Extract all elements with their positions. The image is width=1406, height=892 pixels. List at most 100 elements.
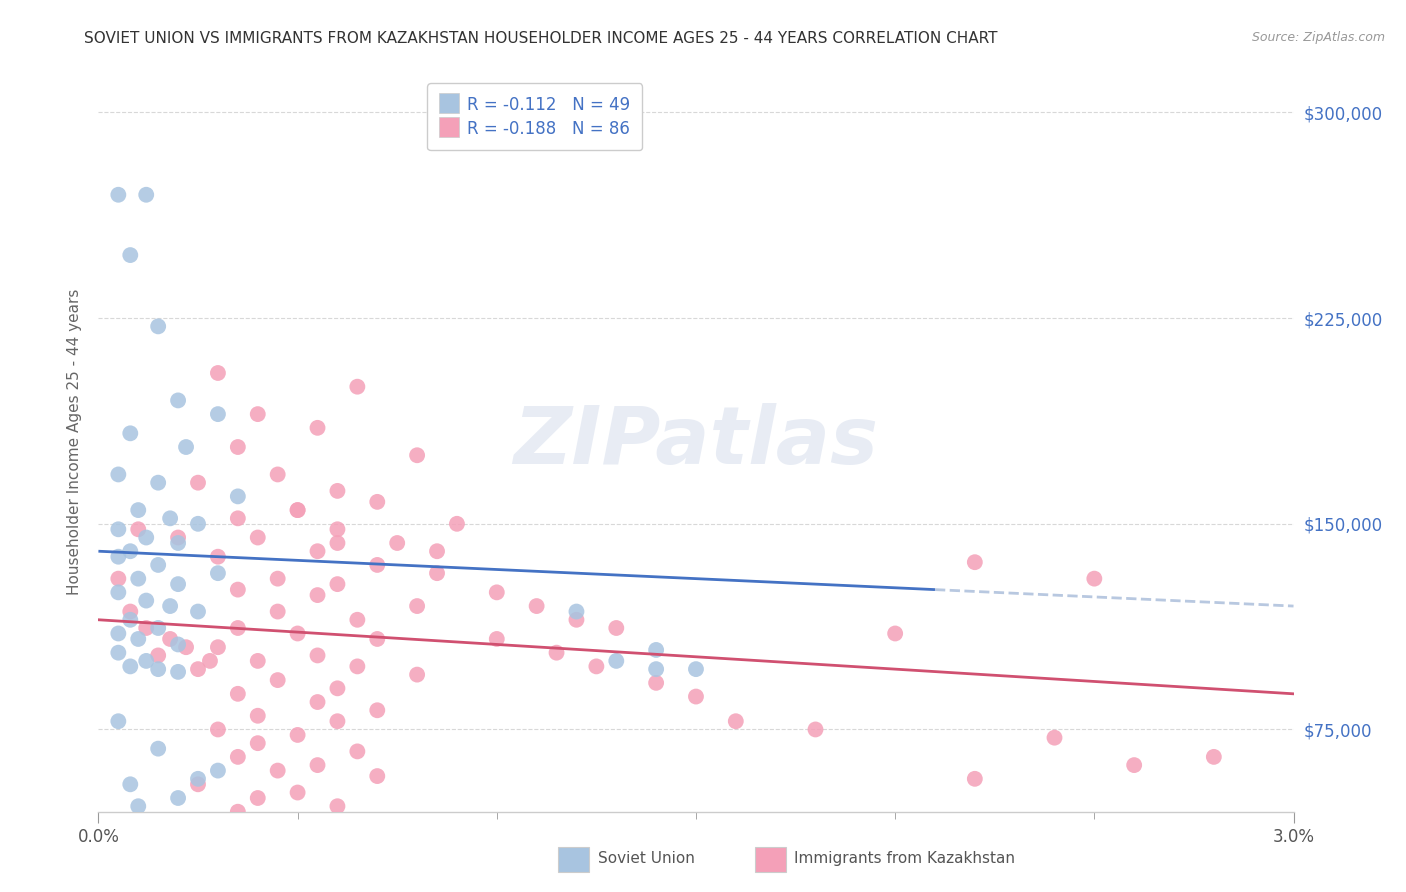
Point [107, 467, 129, 482]
Point [366, 495, 388, 509]
Point [127, 632, 149, 646]
Point [187, 475, 209, 490]
Point [267, 673, 290, 687]
Point [135, 187, 157, 202]
Point [167, 665, 190, 679]
Point [246, 708, 269, 723]
Point [267, 467, 290, 482]
Point [246, 736, 269, 750]
Point [485, 632, 508, 646]
Point [135, 621, 157, 635]
Point [645, 662, 668, 676]
Point [366, 558, 388, 572]
Point [685, 690, 707, 704]
Point [326, 483, 349, 498]
Point [148, 662, 170, 676]
Point [226, 489, 249, 503]
Point [226, 511, 249, 525]
Point [246, 791, 269, 805]
Point [406, 599, 429, 613]
Point [120, 426, 142, 441]
Point [167, 577, 190, 591]
Point [1083, 572, 1105, 586]
Point [287, 785, 309, 799]
Point [127, 572, 149, 586]
Point [485, 585, 508, 599]
Point [326, 536, 349, 550]
Point [107, 572, 129, 586]
Point [107, 187, 129, 202]
Point [804, 723, 827, 737]
Point [107, 646, 129, 660]
Point [207, 764, 229, 778]
Point [127, 503, 149, 517]
Point [326, 799, 349, 814]
Point [135, 593, 157, 607]
Point [120, 613, 142, 627]
Point [167, 791, 190, 805]
Point [120, 605, 142, 619]
Point [187, 516, 209, 531]
Point [346, 380, 368, 394]
Point [366, 769, 388, 783]
Point [307, 544, 329, 558]
Point [326, 522, 349, 536]
Point [246, 531, 269, 545]
Point [366, 703, 388, 717]
Point [326, 681, 349, 696]
Point [287, 503, 309, 517]
Point [565, 605, 588, 619]
Point [107, 549, 129, 564]
Point [326, 714, 349, 729]
Point [107, 585, 129, 599]
Point [565, 613, 588, 627]
Point [159, 599, 181, 613]
Point [1043, 731, 1066, 745]
Point [605, 621, 627, 635]
Point [207, 723, 229, 737]
Point [307, 758, 329, 772]
Point [127, 522, 149, 536]
Point [605, 654, 627, 668]
Point [187, 777, 209, 791]
Point [326, 577, 349, 591]
Text: Immigrants from Kazakhstan: Immigrants from Kazakhstan [794, 852, 1015, 866]
Point [287, 626, 309, 640]
Point [267, 572, 290, 586]
Point [546, 646, 568, 660]
Text: Source: ZipAtlas.com: Source: ZipAtlas.com [1251, 31, 1385, 45]
Point [226, 440, 249, 454]
Point [226, 582, 249, 597]
Point [724, 714, 747, 729]
Point [127, 799, 149, 814]
Point [107, 714, 129, 729]
Point [120, 659, 142, 673]
Point [148, 319, 170, 334]
Point [346, 613, 368, 627]
Point [267, 605, 290, 619]
Point [426, 566, 449, 581]
Point [246, 654, 269, 668]
Point [187, 772, 209, 786]
Point [267, 764, 290, 778]
Point [406, 667, 429, 681]
Point [585, 659, 607, 673]
Point [963, 555, 986, 569]
Point [174, 440, 197, 454]
Point [135, 654, 157, 668]
Point [187, 605, 209, 619]
Text: SOVIET UNION VS IMMIGRANTS FROM KAZAKHSTAN HOUSEHOLDER INCOME AGES 25 - 44 YEARS: SOVIET UNION VS IMMIGRANTS FROM KAZAKHST… [84, 31, 998, 46]
Point [167, 536, 190, 550]
Point [226, 750, 249, 764]
Point [148, 741, 170, 756]
Point [207, 566, 229, 581]
Point [174, 640, 197, 655]
Point [307, 648, 329, 663]
Point [207, 549, 229, 564]
Point [645, 643, 668, 657]
Point [446, 516, 468, 531]
Point [1202, 750, 1225, 764]
Point [148, 475, 170, 490]
Point [385, 536, 409, 550]
Point [207, 407, 229, 421]
